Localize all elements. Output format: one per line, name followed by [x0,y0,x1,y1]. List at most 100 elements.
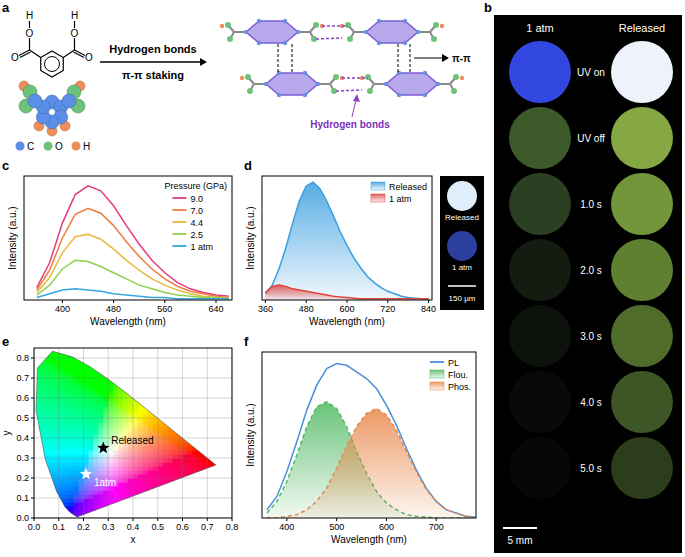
gamut-cell [34,398,40,403]
legend-swatch [430,382,444,390]
gamut-cell [74,430,80,435]
gamut-cell [138,386,144,391]
gamut-cell [123,502,129,507]
gamut-cell [123,450,129,455]
gamut-cell [123,490,129,495]
gamut-cell [113,422,119,427]
gamut-cell [64,350,70,355]
gamut-cell [148,378,154,383]
gamut-cell [192,362,198,367]
gamut-cell [118,418,124,423]
gamut-cell [113,382,119,387]
gamut-cell [217,418,223,423]
y-tick [31,458,34,459]
gamut-cell [207,502,213,507]
gamut-cell [207,350,213,355]
gamut-cell [59,446,65,451]
gamut-cell [44,390,50,395]
gamut-cell [133,426,139,431]
legend-label: 7.0 [190,206,203,216]
gamut-cell [49,466,55,471]
legend-swatch [371,194,385,202]
gamut-cell [108,350,114,355]
gamut-cell [168,378,174,383]
y-tick [31,498,34,499]
arrow-head [200,58,207,66]
gamut-cell [123,362,129,367]
gamut-cell [98,386,104,391]
figure: aHOOOOHCOHHydrogen bondsπ-π stakingπ-πHy… [0,0,685,557]
gamut-cell [168,438,174,443]
gamut-cell [93,498,99,503]
gamut-cell [158,366,164,371]
gamut-cell [187,446,193,451]
gamut-cell [217,398,223,403]
arrow-label: π-π staking [122,69,184,81]
gamut-cell [158,446,164,451]
grid-line [34,458,232,459]
gamut-cell [34,514,40,518]
gamut-cell [118,358,124,363]
gamut-cell [118,378,124,383]
gamut-cell [49,514,55,518]
gamut-cell [93,450,99,455]
gamut-cell [212,406,218,411]
gamut-cell [69,398,75,403]
atom-c [397,93,401,97]
atom-c [423,71,427,75]
y-axis-title: Intensity (a.u.) [245,403,256,466]
gamut-cell [49,486,55,491]
ring [266,73,318,95]
gamut-cell [168,450,174,455]
point [80,468,92,480]
gamut-cell [93,430,99,435]
gamut-cell [74,418,80,423]
gamut-cell [34,438,40,443]
gamut-cell [212,430,218,435]
x-tick [157,518,158,521]
gamut-cell [98,350,104,355]
gamut-cell [207,386,213,391]
gamut-cell [64,406,70,411]
atom-c [316,82,320,86]
gamut-cell [59,514,65,518]
row-label: 3.0 s [580,331,602,342]
gamut-cell [39,410,45,415]
gamut-cell [197,478,203,483]
frame [24,176,232,300]
x-tick [113,300,114,303]
gamut-cell [192,382,198,387]
gamut-cell [207,390,213,395]
gamut-cell [113,510,119,515]
gamut-cell [98,490,104,495]
gamut-cell [69,466,75,471]
gamut-cell [123,386,129,391]
gamut-cell [138,466,144,471]
gamut-cell [217,426,223,431]
gamut-cell [148,478,154,483]
gamut-cell [69,502,75,507]
gamut-cell [59,458,65,463]
row-label: 5.0 s [580,463,602,474]
gamut-cell [207,442,213,447]
gamut-cell [59,390,65,395]
atom-o [333,74,339,80]
h-bond [316,38,342,39]
gamut-cell [118,502,124,507]
grid-line [58,348,59,518]
gamut-cell [98,390,104,395]
gamut-cell [183,482,189,487]
gamut-cell [69,442,75,447]
x-tick-label: 0.2 [77,522,90,532]
gamut-cell [34,358,40,363]
gamut-cell [187,370,193,375]
gamut-cell [173,402,179,407]
gamut-cell [88,370,94,375]
gamut-cell [44,438,50,443]
column-head: 1 atm [526,22,554,34]
gamut-cell [39,402,45,407]
y-tick [31,418,34,419]
gamut-cell [84,410,90,415]
gamut-cell [113,402,119,407]
atom-o [365,74,371,80]
